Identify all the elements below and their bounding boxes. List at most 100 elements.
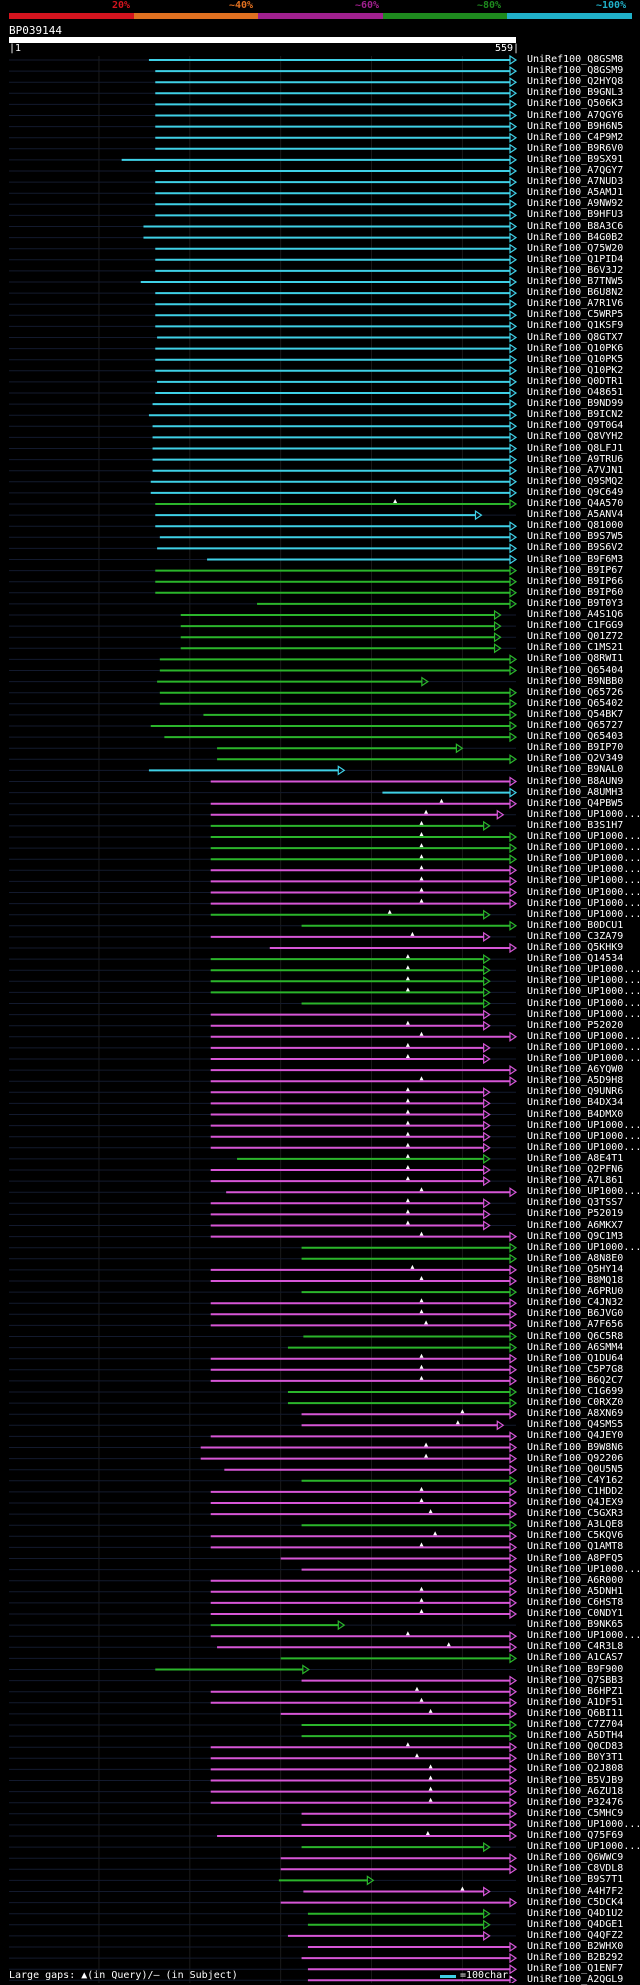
hit-label[interactable]: UniRef100_B3S1H7 (527, 819, 624, 831)
hit-label[interactable]: UniRef100_UP1000... (527, 1818, 640, 1830)
hit-label[interactable]: UniRef100_Q1PID4 (527, 253, 624, 265)
hit-label[interactable]: UniRef100_UP1000... (527, 875, 640, 887)
hit-label[interactable]: UniRef100_B8MQ18 (527, 1275, 624, 1286)
hit-label[interactable]: UniRef100_UP1000... (527, 831, 640, 842)
hit-label[interactable]: UniRef100_Q9C1M3 (527, 1230, 624, 1242)
hit-label[interactable]: UniRef100_Q9UNR6 (527, 1086, 624, 1098)
hit-label[interactable]: UniRef100_Q8LFJ1 (527, 442, 624, 454)
hit-label[interactable]: UniRef100_B6Q2C7 (527, 1374, 624, 1386)
hit-label[interactable]: UniRef100_UP1000... (527, 1130, 640, 1142)
hit-label[interactable]: UniRef100_B9R6V0 (527, 142, 624, 154)
hit-label[interactable]: UniRef100_Q1ENF7 (527, 1963, 624, 1975)
hit-label[interactable]: UniRef100_B9HFU3 (527, 209, 624, 221)
hit-label[interactable]: UniRef100_A7F656 (527, 1319, 624, 1331)
hit-label[interactable]: UniRef100_Q8VYH2 (527, 431, 624, 443)
hit-label[interactable]: UniRef100_A7R1V6 (527, 298, 624, 310)
hit-label[interactable]: UniRef100_B9ND99 (527, 398, 624, 410)
hit-label[interactable]: UniRef100_B0DCU1 (527, 919, 624, 931)
hit-label[interactable]: UniRef100_Q4D1U2 (527, 1907, 624, 1919)
hit-label[interactable]: UniRef100_O48651 (527, 387, 624, 398)
hit-label[interactable]: UniRef100_C5MHC9 (527, 1807, 624, 1819)
hit-label[interactable]: UniRef100_A9NW92 (527, 198, 624, 210)
hit-label[interactable]: UniRef100_A5AMJ1 (527, 187, 624, 199)
hit-label[interactable]: UniRef100_UP1000... (527, 1841, 640, 1853)
hit-label[interactable]: UniRef100_A8E4T1 (527, 1152, 624, 1164)
hit-label[interactable]: UniRef100_Q65403 (527, 731, 624, 743)
hit-label[interactable]: UniRef100_C5WRP5 (527, 309, 624, 321)
hit-label[interactable]: UniRef100_B9W8N6 (527, 1441, 624, 1453)
hit-label[interactable]: UniRef100_Q6WWC9 (527, 1852, 624, 1864)
hit-label[interactable]: UniRef100_Q54BK7 (527, 708, 624, 720)
hit-label[interactable]: UniRef100_Q1AMT8 (527, 1541, 624, 1553)
hit-label[interactable]: UniRef100_Q2HYQ8 (527, 76, 624, 88)
hit-label[interactable]: UniRef100_UP1000... (527, 986, 640, 998)
hit-label[interactable]: UniRef100_UP1000... (527, 842, 640, 854)
hit-label[interactable]: UniRef100_UP1000... (527, 964, 640, 976)
hit-label[interactable]: UniRef100_Q5KHK9 (527, 942, 624, 953)
hit-label[interactable]: UniRef100_UP1000... (527, 1119, 640, 1131)
hit-label[interactable]: UniRef100_UP1000... (527, 997, 640, 1009)
hit-label[interactable]: UniRef100_A5DTH4 (527, 1730, 624, 1742)
hit-label[interactable]: UniRef100_B9S7W5 (527, 531, 624, 543)
hit-label[interactable]: UniRef100_C0RXZ0 (527, 1397, 624, 1409)
hit-label[interactable]: UniRef100_C5P7G8 (527, 1363, 624, 1375)
hit-label[interactable]: UniRef100_A6ZU18 (527, 1785, 624, 1797)
hit-label[interactable]: UniRef100_Q10PK5 (527, 353, 624, 365)
hit-label[interactable]: UniRef100_B9H6N5 (527, 120, 624, 132)
hit-label[interactable]: UniRef100_Q2J808 (527, 1763, 624, 1775)
hit-label[interactable]: UniRef100_Q8GSM8 (527, 54, 624, 65)
hit-label[interactable]: UniRef100_Q65727 (527, 720, 624, 731)
hit-label[interactable]: UniRef100_A7L861 (527, 1175, 624, 1187)
hit-label[interactable]: UniRef100_Q506K3 (527, 98, 624, 110)
hit-label[interactable]: UniRef100_Q3TSS7 (527, 1197, 624, 1209)
hit-label[interactable]: UniRef100_B9T0Y3 (527, 597, 624, 609)
hit-label[interactable]: UniRef100_B9IP70 (527, 742, 624, 754)
hit-label[interactable]: UniRef100_Q01Z72 (527, 631, 624, 643)
hit-label[interactable]: UniRef100_A5ANV4 (527, 509, 624, 521)
hit-label[interactable]: UniRef100_A1DF51 (527, 1696, 624, 1708)
hit-label[interactable]: UniRef100_B6U8N2 (527, 287, 624, 299)
hit-label[interactable]: UniRef100_Q14534 (527, 953, 624, 965)
hit-label[interactable]: UniRef100_B6JVG0 (527, 1308, 624, 1320)
hit-label[interactable]: UniRef100_B9NBB0 (527, 675, 624, 687)
hit-label[interactable]: UniRef100_Q4QFZ2 (527, 1929, 624, 1941)
hit-label[interactable]: UniRef100_C1HDD2 (527, 1485, 624, 1497)
hit-label[interactable]: UniRef100_A5D9H8 (527, 1075, 624, 1087)
hit-label[interactable]: UniRef100_Q92206 (527, 1452, 624, 1464)
hit-label[interactable]: UniRef100_C4P9M2 (527, 131, 624, 143)
hit-label[interactable]: UniRef100_A8PFQ5 (527, 1552, 624, 1564)
hit-label[interactable]: UniRef100_C4JN32 (527, 1297, 624, 1309)
hit-label[interactable]: UniRef100_C6HST8 (527, 1596, 624, 1608)
hit-label[interactable]: UniRef100_UP1000... (527, 1186, 640, 1198)
hit-label[interactable]: UniRef100_Q9C649 (527, 486, 624, 498)
hit-label[interactable]: UniRef100_C5DCK4 (527, 1896, 624, 1908)
hit-label[interactable]: UniRef100_A6YQW0 (527, 1064, 624, 1076)
hit-label[interactable]: UniRef100_UP1000... (527, 1563, 640, 1575)
hit-label[interactable]: UniRef100_Q65726 (527, 686, 624, 698)
hit-label[interactable]: UniRef100_B9IP66 (527, 575, 624, 587)
hit-label[interactable]: UniRef100_C1MS21 (527, 642, 624, 654)
hit-label[interactable]: UniRef100_Q4A570 (527, 498, 624, 509)
hit-label[interactable]: UniRef100_B9F6M3 (527, 553, 624, 565)
hit-label[interactable]: UniRef100_B2WHX0 (527, 1941, 624, 1952)
hit-label[interactable]: UniRef100_Q4JEY0 (527, 1430, 624, 1442)
hit-label[interactable]: UniRef100_Q0CD83 (527, 1741, 624, 1753)
hit-label[interactable]: UniRef100_B6HPZ1 (527, 1685, 624, 1697)
hit-label[interactable]: UniRef100_Q75F69 (527, 1830, 624, 1841)
hit-label[interactable]: UniRef100_Q65404 (527, 664, 624, 676)
hit-label[interactable]: UniRef100_Q6C5R8 (527, 1330, 624, 1342)
hit-label[interactable]: UniRef100_UP1000... (527, 1053, 640, 1064)
hit-label[interactable]: UniRef100_P52020 (527, 1019, 624, 1031)
hit-label[interactable]: UniRef100_C3ZA79 (527, 930, 624, 942)
hit-label[interactable]: UniRef100_Q10PK2 (527, 364, 624, 376)
hit-label[interactable]: UniRef100_Q9SMQ2 (527, 475, 624, 487)
hit-label[interactable]: UniRef100_A3LQE8 (527, 1519, 624, 1531)
hit-label[interactable]: UniRef100_B9NAL0 (527, 764, 624, 776)
hit-label[interactable]: UniRef100_A1CAS7 (527, 1652, 624, 1664)
hit-label[interactable]: UniRef100_Q5HY14 (527, 1263, 624, 1275)
hit-label[interactable]: UniRef100_B9S6V2 (527, 542, 624, 554)
hit-label[interactable]: UniRef100_Q7SBB3 (527, 1674, 624, 1686)
hit-label[interactable]: UniRef100_B8AUN9 (527, 775, 624, 787)
hit-label[interactable]: UniRef100_A6MKX7 (527, 1219, 624, 1231)
hit-label[interactable]: UniRef100_A6PRU0 (527, 1286, 624, 1298)
